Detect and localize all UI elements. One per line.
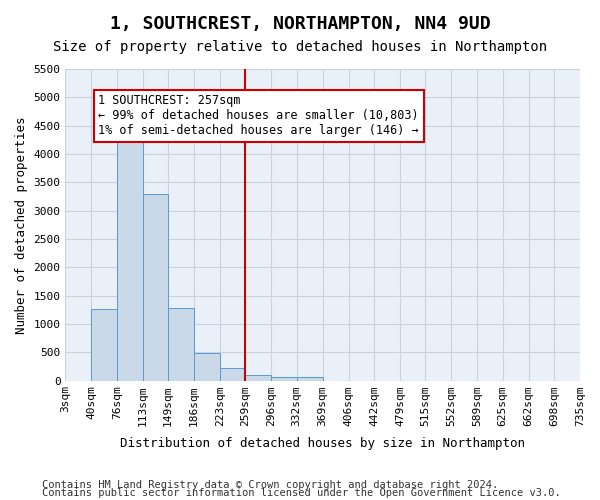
Text: 1, SOUTHCREST, NORTHAMPTON, NN4 9UD: 1, SOUTHCREST, NORTHAMPTON, NN4 9UD <box>110 15 490 33</box>
Bar <box>296 378 323 380</box>
Bar <box>271 378 296 380</box>
Bar <box>117 136 143 380</box>
Text: Contains HM Land Registry data © Crown copyright and database right 2024.: Contains HM Land Registry data © Crown c… <box>42 480 498 490</box>
Text: Size of property relative to detached houses in Northampton: Size of property relative to detached ho… <box>53 40 547 54</box>
Text: Contains public sector information licensed under the Open Government Licence v3: Contains public sector information licen… <box>42 488 561 498</box>
Text: 1 SOUTHCREST: 257sqm
← 99% of detached houses are smaller (10,803)
1% of semi-de: 1 SOUTHCREST: 257sqm ← 99% of detached h… <box>98 94 419 138</box>
Bar <box>143 194 168 380</box>
Bar <box>91 308 117 380</box>
Y-axis label: Number of detached properties: Number of detached properties <box>15 116 28 334</box>
Bar <box>168 308 194 380</box>
Bar <box>220 368 245 380</box>
X-axis label: Distribution of detached houses by size in Northampton: Distribution of detached houses by size … <box>120 437 525 450</box>
Bar <box>194 354 220 380</box>
Bar <box>245 375 271 380</box>
